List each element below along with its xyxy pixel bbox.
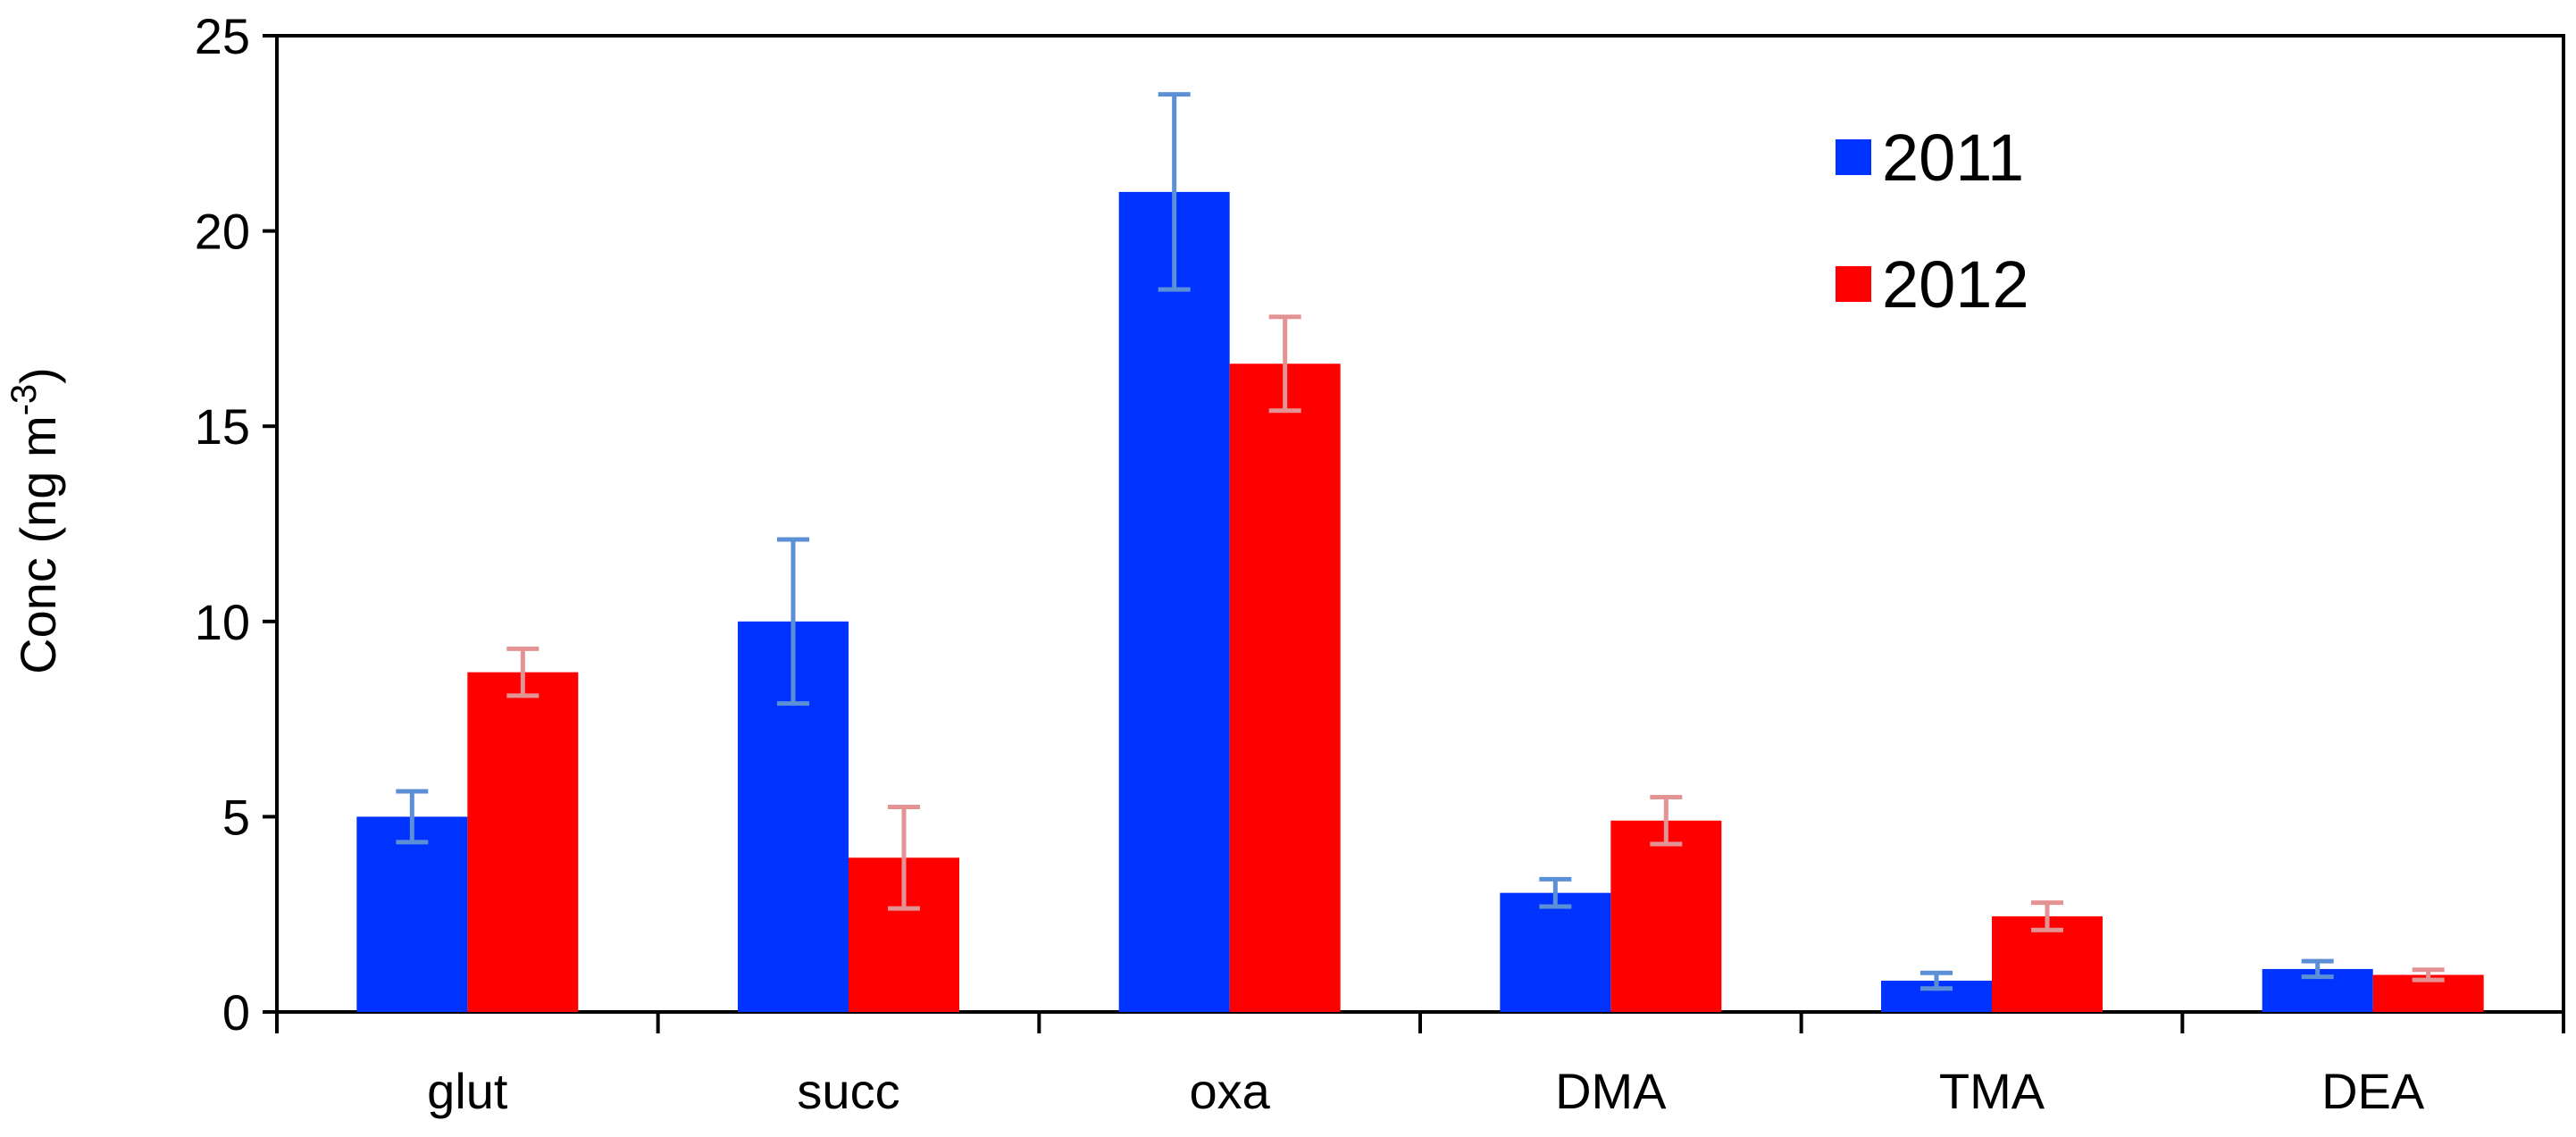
error-bar-2011-oxa xyxy=(1158,92,1191,292)
legend-item-2011: 2011 xyxy=(1836,121,2024,195)
bars xyxy=(356,191,2484,1012)
error-bar-2012-DEA xyxy=(2412,967,2445,982)
bar-2011-oxa xyxy=(1118,191,1230,1012)
error-bar-2011-DMA xyxy=(1539,876,1572,909)
error-bar-2012-oxa xyxy=(1268,314,1301,414)
y-tick-label: 0 xyxy=(222,984,250,1041)
y-tick-label: 25 xyxy=(195,8,250,64)
error-bar-2011-succ xyxy=(777,537,809,706)
bar-2012-TMA xyxy=(1992,915,2103,1012)
legend-item-2012: 2012 xyxy=(1836,247,2029,322)
error-bar-2012-succ xyxy=(888,804,920,911)
bar-2012-DMA xyxy=(1610,820,1722,1012)
legend-label-2011: 2011 xyxy=(1882,121,2024,195)
x-tick-label-glut: glut xyxy=(427,1063,508,1119)
error-bar-2012-TMA xyxy=(2031,900,2063,932)
y-axis-title-main: Conc (ng m xyxy=(10,415,66,673)
legend-swatch-2012 xyxy=(1836,266,1871,302)
x-tick-label-succ: succ xyxy=(797,1063,899,1119)
tick-labels: 0 5 10 15 20 25 glut succ oxa DMA TMA DEA xyxy=(195,8,2425,1119)
x-tick-label-DMA: DMA xyxy=(1555,1063,1667,1119)
bar-2011-DMA xyxy=(1500,892,1611,1012)
error-bar-2011-DEA xyxy=(2301,958,2334,980)
legend: 2011 2012 xyxy=(1836,121,2029,322)
bar-2012-glut xyxy=(467,672,579,1012)
legend-swatch-2011 xyxy=(1836,139,1871,175)
error-bar-2012-glut xyxy=(506,646,539,698)
bar-2012-oxa xyxy=(1229,364,1341,1012)
error-bar-2011-glut xyxy=(396,789,429,845)
y-tick-label: 20 xyxy=(195,204,250,260)
y-tick-label: 15 xyxy=(195,398,250,455)
error-bar-2011-TMA xyxy=(1920,970,1953,991)
plot-frame xyxy=(275,34,2565,1014)
legend-label-2012: 2012 xyxy=(1882,247,2029,322)
y-axis-title-suffix: ) xyxy=(10,367,66,384)
error-bar-2012-DMA xyxy=(1650,795,1683,847)
x-tick-label-DEA: DEA xyxy=(2321,1063,2425,1119)
y-axis-title-superscript: -3 xyxy=(4,384,44,416)
axes xyxy=(263,34,2565,1033)
bar-2011-glut xyxy=(356,816,468,1012)
x-tick-label-oxa: oxa xyxy=(1190,1063,1271,1119)
y-tick-label: 10 xyxy=(195,594,250,650)
y-axis-title: Conc (ng m-3) xyxy=(4,367,66,674)
error-bars xyxy=(396,92,2445,991)
x-tick-label-TMA: TMA xyxy=(1939,1063,2045,1119)
y-tick-label: 5 xyxy=(222,789,250,845)
